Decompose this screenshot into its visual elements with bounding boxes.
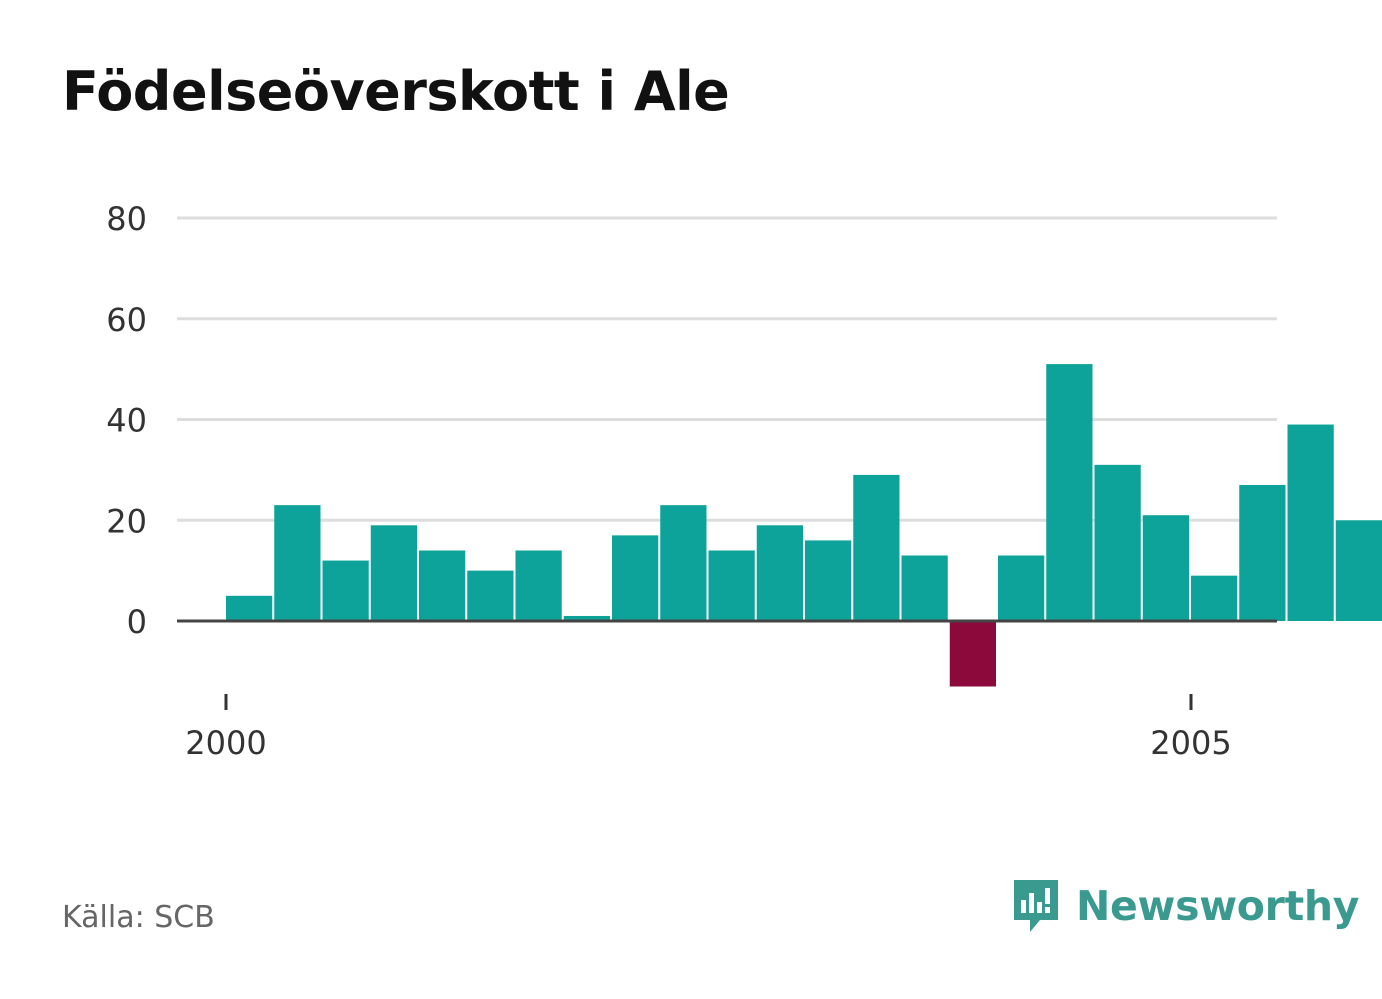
bar	[1142, 515, 1189, 621]
bar	[805, 540, 852, 621]
bar	[1287, 424, 1334, 621]
bar	[1046, 364, 1093, 621]
brand-name: Newsworthy	[1076, 882, 1360, 930]
newsworthy-logo-icon	[1014, 880, 1058, 932]
y-tick-label: 80	[106, 200, 147, 238]
bar	[419, 550, 466, 621]
bar	[998, 555, 1045, 621]
bar	[467, 570, 514, 622]
axes: 806040200200020052010201520202025	[106, 200, 1277, 762]
y-tick-label: 0	[127, 603, 147, 641]
bar	[1094, 464, 1141, 621]
bar	[708, 550, 755, 621]
bar	[1335, 520, 1382, 621]
bar	[901, 555, 948, 621]
bar	[660, 505, 707, 621]
y-tick-label: 40	[106, 402, 147, 440]
chart-title: Födelseöverskott i Ale	[62, 60, 730, 123]
gridlines	[177, 216, 1277, 522]
bar	[1239, 484, 1286, 621]
bar	[853, 474, 900, 621]
brand-logo: Newsworthy	[1010, 876, 1359, 936]
bar	[274, 505, 321, 621]
bar	[612, 535, 659, 621]
source-label: Källa: SCB	[62, 900, 215, 935]
x-tick-label: 2000	[185, 724, 266, 762]
bar	[370, 525, 417, 621]
bar	[1191, 575, 1238, 621]
bars	[226, 364, 1382, 687]
bar	[949, 621, 996, 687]
x-tick-label: 2005	[1150, 724, 1231, 762]
bar	[563, 615, 610, 621]
y-tick-label: 20	[106, 502, 147, 540]
y-tick-label: 60	[106, 301, 147, 339]
bar	[322, 560, 369, 621]
bar	[756, 525, 803, 621]
bar	[226, 595, 273, 621]
bar	[515, 550, 562, 621]
